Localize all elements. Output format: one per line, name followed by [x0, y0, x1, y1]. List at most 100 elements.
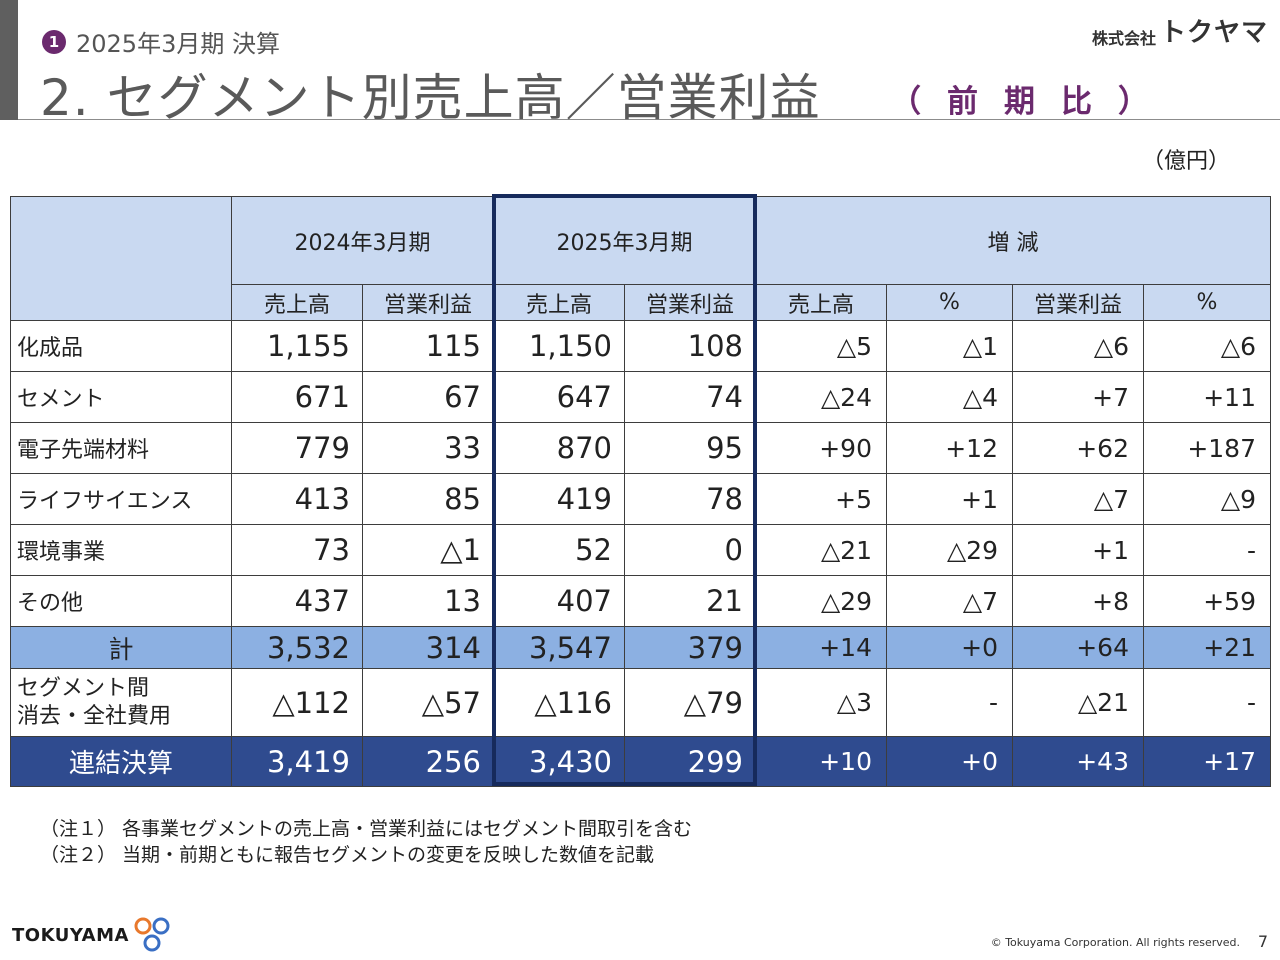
- value-cell: 1,150: [493, 320, 625, 372]
- value-cell: +12: [886, 422, 1013, 474]
- left-accent-bar: [0, 0, 18, 120]
- brand-prefix: 株式会社: [1091, 29, 1156, 48]
- table-row: その他 437 13 407 21 △29 △7 +8 +59: [10, 575, 1271, 627]
- subheader-cell: %: [1143, 284, 1271, 321]
- value-cell: 78: [624, 473, 756, 525]
- consolidated-value: +17: [1143, 736, 1271, 787]
- value-cell: △21: [755, 524, 887, 576]
- elimination-label-line1: セグメント間: [17, 676, 150, 701]
- header-change: 増 減: [755, 196, 1271, 285]
- elimination-value: △21: [1012, 668, 1144, 737]
- brand-name: トクヤマ: [1159, 18, 1268, 48]
- value-cell: +8: [1012, 575, 1144, 627]
- total-value: 314: [362, 626, 494, 669]
- value-cell: 647: [493, 371, 625, 423]
- elimination-value: △57: [362, 668, 494, 737]
- company-brand: 株式会社 トクヤマ: [1092, 12, 1268, 49]
- value-cell: 33: [362, 422, 494, 474]
- value-cell: △7: [886, 575, 1013, 627]
- value-cell: +187: [1143, 422, 1271, 474]
- value-cell: 67: [362, 371, 494, 423]
- unit-label: （億円）: [1141, 149, 1230, 174]
- value-cell: +1: [1012, 524, 1144, 576]
- title-note: （前期比）: [890, 84, 1175, 120]
- value-cell: △29: [755, 575, 887, 627]
- value-cell: △24: [755, 371, 887, 423]
- slide-kicker: 1 2025年3月期 決算: [42, 24, 280, 59]
- total-value: 379: [624, 626, 756, 669]
- table-row: 電子先端材料 779 33 870 95 +90 +12 +62 +187: [10, 422, 1271, 474]
- value-cell: 13: [362, 575, 494, 627]
- value-cell: 52: [493, 524, 625, 576]
- elimination-value: △112: [231, 668, 363, 737]
- row-label: 環境事業: [10, 524, 232, 576]
- total-value: +14: [755, 626, 887, 669]
- footnote-1: （注１） 各事業セグメントの売上高・営業利益にはセグメント間取引を含む: [40, 818, 693, 840]
- consolidated-row: 連結決算 3,419 256 3,430 299 +10 +0 +43 +17: [10, 736, 1271, 787]
- consolidated-label: 連結決算: [10, 736, 232, 787]
- value-cell: △6: [1143, 320, 1271, 372]
- elimination-value: -: [886, 668, 1013, 737]
- group-header-row: 2024年3月期 2025年3月期 増 減: [10, 196, 1271, 321]
- footnote-2: （注２） 当期・前期ともに報告セグメントの変更を反映した数値を記載: [40, 844, 655, 866]
- logo-rings-icon: [134, 917, 170, 952]
- row-label: その他: [10, 575, 232, 627]
- kicker-text: 2025年3月期 決算: [76, 30, 280, 58]
- table-row: セメント 671 67 647 74 △24 △4 +7 +11: [10, 371, 1271, 423]
- value-cell: 407: [493, 575, 625, 627]
- elimination-label: セグメント間 消去・全社費用: [10, 668, 232, 737]
- elimination-value: △3: [755, 668, 887, 737]
- value-cell: △5: [755, 320, 887, 372]
- consolidated-value: 3,430: [493, 736, 625, 787]
- total-value: +64: [1012, 626, 1144, 669]
- value-cell: 671: [231, 371, 363, 423]
- logo-wordmark: TOKUYAMA: [12, 924, 129, 946]
- row-label: 電子先端材料: [10, 422, 232, 474]
- subheader-cell: 営業利益: [1012, 284, 1144, 321]
- header-fy2024: 2024年3月期: [231, 196, 494, 285]
- sub-header-row: 売上高 営業利益 売上高 営業利益 売上高 % 営業利益 %: [11, 284, 1271, 321]
- value-cell: 95: [624, 422, 756, 474]
- value-cell: 73: [231, 524, 363, 576]
- value-cell: +59: [1143, 575, 1271, 627]
- value-cell: 870: [493, 422, 625, 474]
- subheader-cell: 売上高: [755, 284, 887, 321]
- segment-table: 2024年3月期 2025年3月期 増 減 売上高 営業利益 売上高 営業利益 …: [10, 196, 1271, 787]
- value-cell: △6: [1012, 320, 1144, 372]
- value-cell: 0: [624, 524, 756, 576]
- consolidated-value: 256: [362, 736, 494, 787]
- page-number: 7: [1257, 932, 1268, 951]
- consolidated-value: +10: [755, 736, 887, 787]
- value-cell: 21: [624, 575, 756, 627]
- header-fy2025: 2025年3月期: [493, 196, 756, 285]
- subheader-cell: 売上高: [493, 284, 625, 321]
- consolidated-value: 3,419: [231, 736, 363, 787]
- corner-cell: [10, 196, 232, 321]
- table-row: 環境事業 73 △1 52 0 △21 △29 +1 -: [10, 524, 1271, 576]
- total-row: 計 3,532 314 3,547 379 +14 +0 +64 +21: [10, 626, 1271, 669]
- copyright: © Tokuyama Corporation. All rights reser…: [990, 936, 1240, 949]
- table-row: 化成品 1,155 115 1,150 108 △5 △1 △6 △6: [10, 320, 1271, 372]
- value-cell: 108: [624, 320, 756, 372]
- total-value: 3,532: [231, 626, 363, 669]
- tokuyama-logo: TOKUYAMA: [12, 916, 173, 954]
- value-cell: △7: [1012, 473, 1144, 525]
- value-cell: 437: [231, 575, 363, 627]
- elimination-row: セグメント間 消去・全社費用 △112 △57 △116 △79 △3 - △2…: [10, 668, 1271, 737]
- consolidated-value: +0: [886, 736, 1013, 787]
- row-label: セメント: [10, 371, 232, 423]
- total-value: +0: [886, 626, 1013, 669]
- value-cell: 85: [362, 473, 494, 525]
- page-title: 2. セグメント別売上高／営業利益: [40, 69, 821, 127]
- value-cell: △1: [886, 320, 1013, 372]
- total-value: +21: [1143, 626, 1271, 669]
- total-value: 3,547: [493, 626, 625, 669]
- value-cell: +7: [1012, 371, 1144, 423]
- value-cell: -: [1143, 524, 1271, 576]
- consolidated-value: +43: [1012, 736, 1144, 787]
- value-cell: 413: [231, 473, 363, 525]
- consolidated-value: 299: [624, 736, 756, 787]
- value-cell: 115: [362, 320, 494, 372]
- value-cell: △9: [1143, 473, 1271, 525]
- value-cell: +90: [755, 422, 887, 474]
